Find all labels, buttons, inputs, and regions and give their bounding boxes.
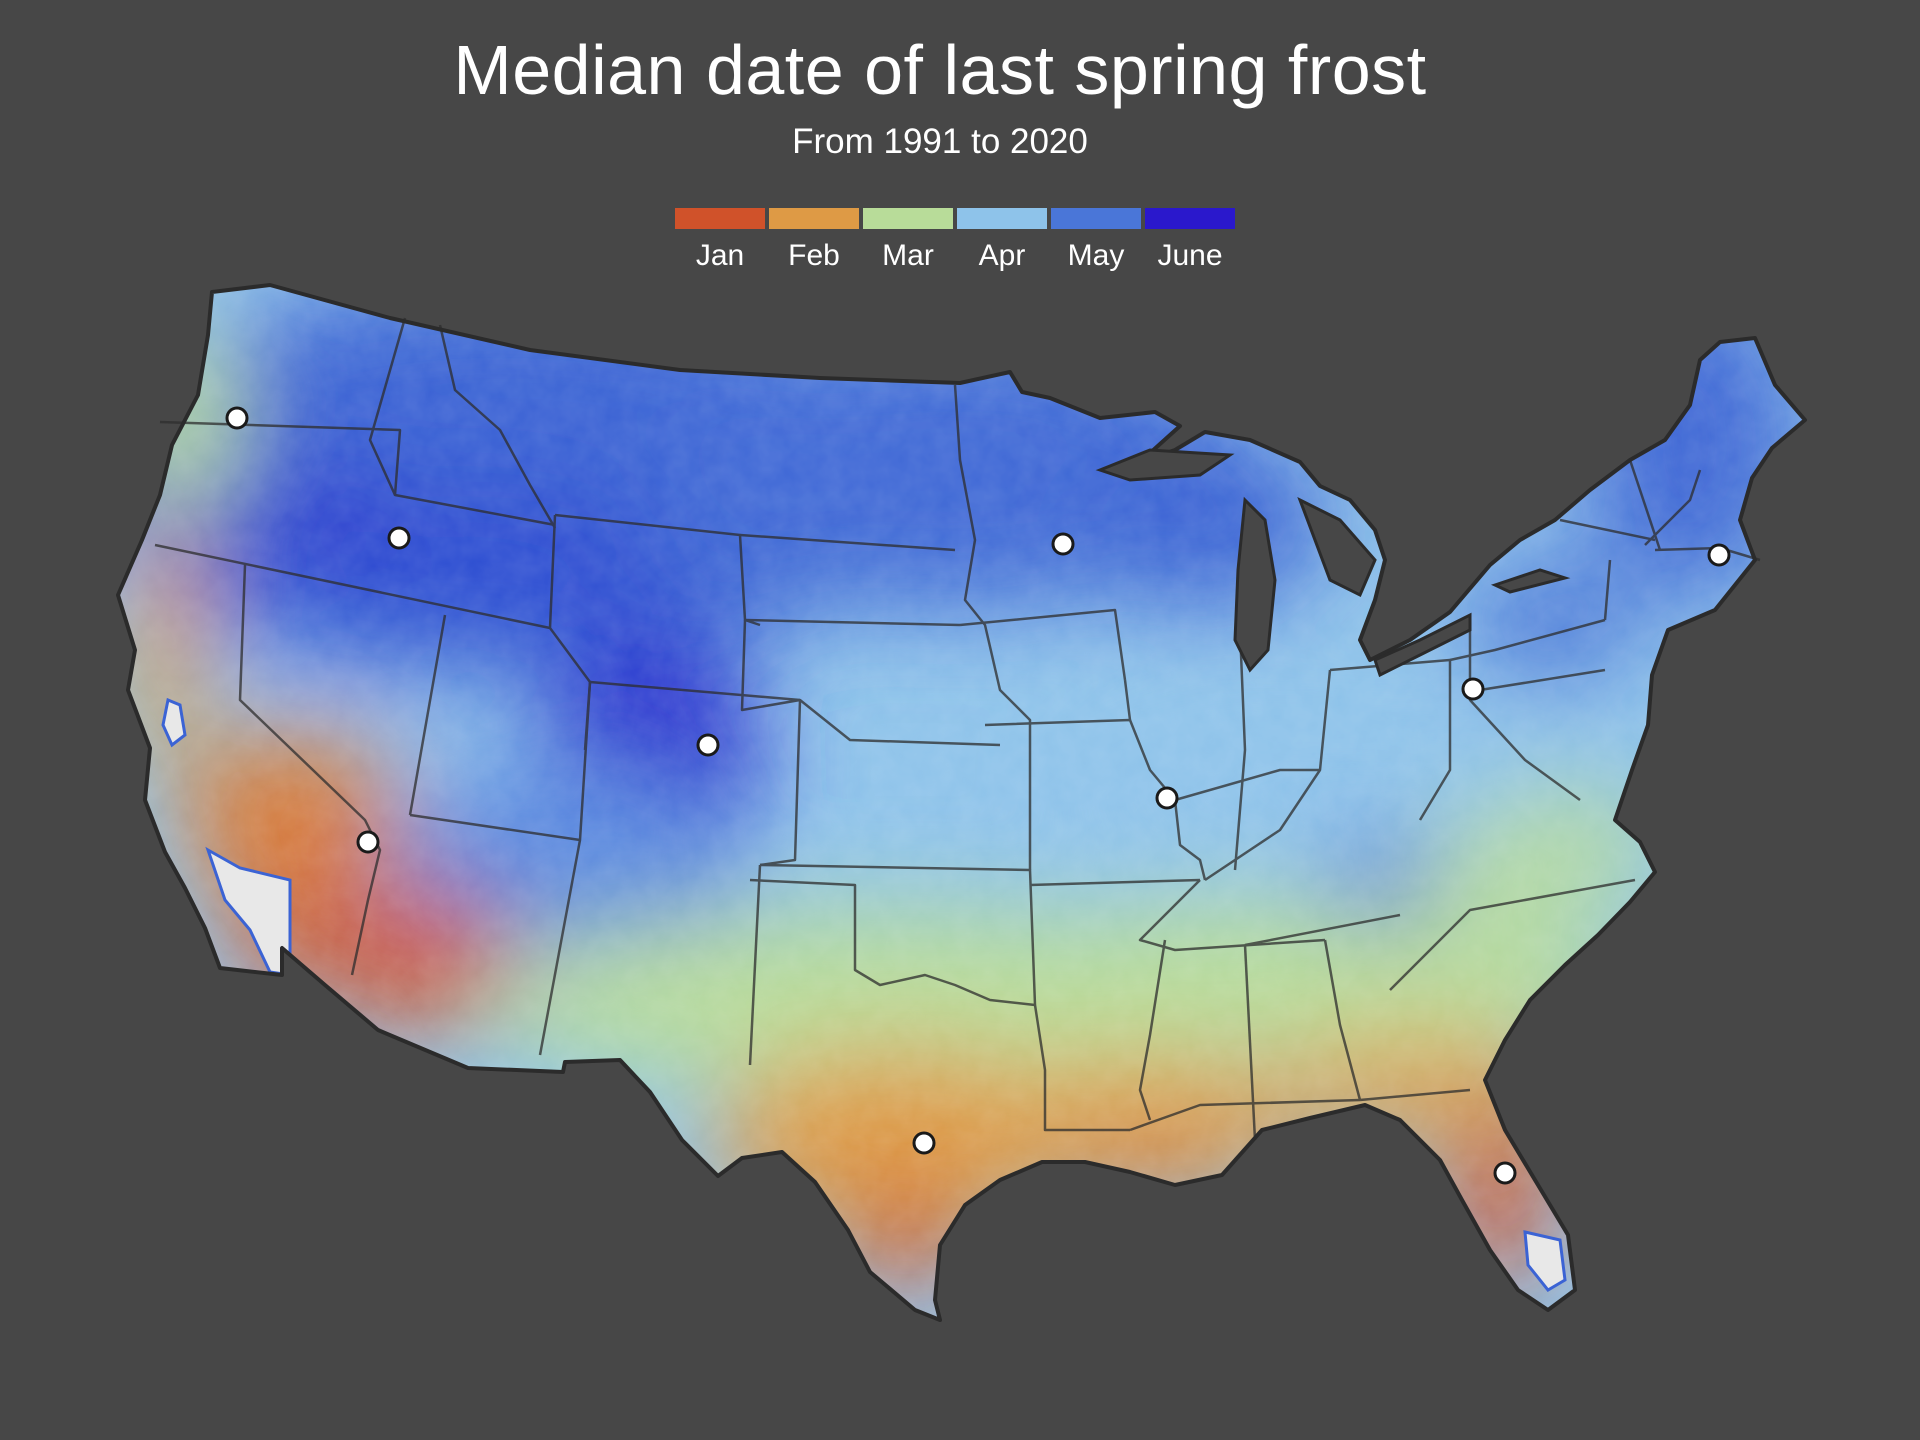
city-marker-boise[interactable] xyxy=(387,526,411,550)
legend-label-mar: Mar xyxy=(882,239,934,272)
legend-swatch-feb xyxy=(769,208,859,229)
legend-item-feb: Feb xyxy=(769,208,859,273)
lake-superior xyxy=(1095,448,1235,482)
legend-label-feb: Feb xyxy=(788,239,840,272)
lake-michigan xyxy=(1233,496,1277,673)
legend-swatch-mar xyxy=(863,208,953,229)
legend-swatch-apr xyxy=(957,208,1047,229)
legend-item-mar: Mar xyxy=(863,208,953,273)
city-markers xyxy=(225,406,1731,1185)
city-marker-las-vegas[interactable] xyxy=(356,830,380,854)
city-marker-denver[interactable] xyxy=(696,733,720,757)
legend-swatch-june xyxy=(1145,208,1235,229)
city-marker-seattle[interactable] xyxy=(225,406,249,430)
legend-label-june: June xyxy=(1157,239,1223,272)
legend-item-jan: Jan xyxy=(675,208,765,273)
legend-item-apr: Apr xyxy=(957,208,1047,273)
city-marker-san-antonio[interactable] xyxy=(912,1131,936,1155)
chart-title: Median date of last spring frost xyxy=(453,31,1427,109)
chart-subtitle: From 1991 to 2020 xyxy=(792,122,1088,161)
legend-swatch-jan xyxy=(675,208,765,229)
legend-label-apr: Apr xyxy=(978,239,1026,272)
color-legend: Jan Feb Mar Apr May June xyxy=(675,208,1235,278)
city-marker-orlando[interactable] xyxy=(1493,1161,1517,1185)
lake-huron xyxy=(1297,496,1377,598)
legend-label-may: May xyxy=(1067,239,1125,272)
city-marker-pittsburgh[interactable] xyxy=(1461,677,1485,701)
great-lakes xyxy=(1095,448,1571,678)
city-marker-minneapolis[interactable] xyxy=(1051,532,1075,556)
lake-erie xyxy=(1373,612,1472,678)
city-marker-boston[interactable] xyxy=(1707,543,1731,567)
state-borders xyxy=(154,317,1761,1141)
lake-ontario xyxy=(1490,568,1571,594)
legend-item-june: June xyxy=(1145,208,1235,273)
legend-label-jan: Jan xyxy=(695,239,745,272)
city-marker-st-louis[interactable] xyxy=(1155,786,1179,810)
legend-swatch-may xyxy=(1051,208,1141,229)
legend-item-may: May xyxy=(1051,208,1141,273)
